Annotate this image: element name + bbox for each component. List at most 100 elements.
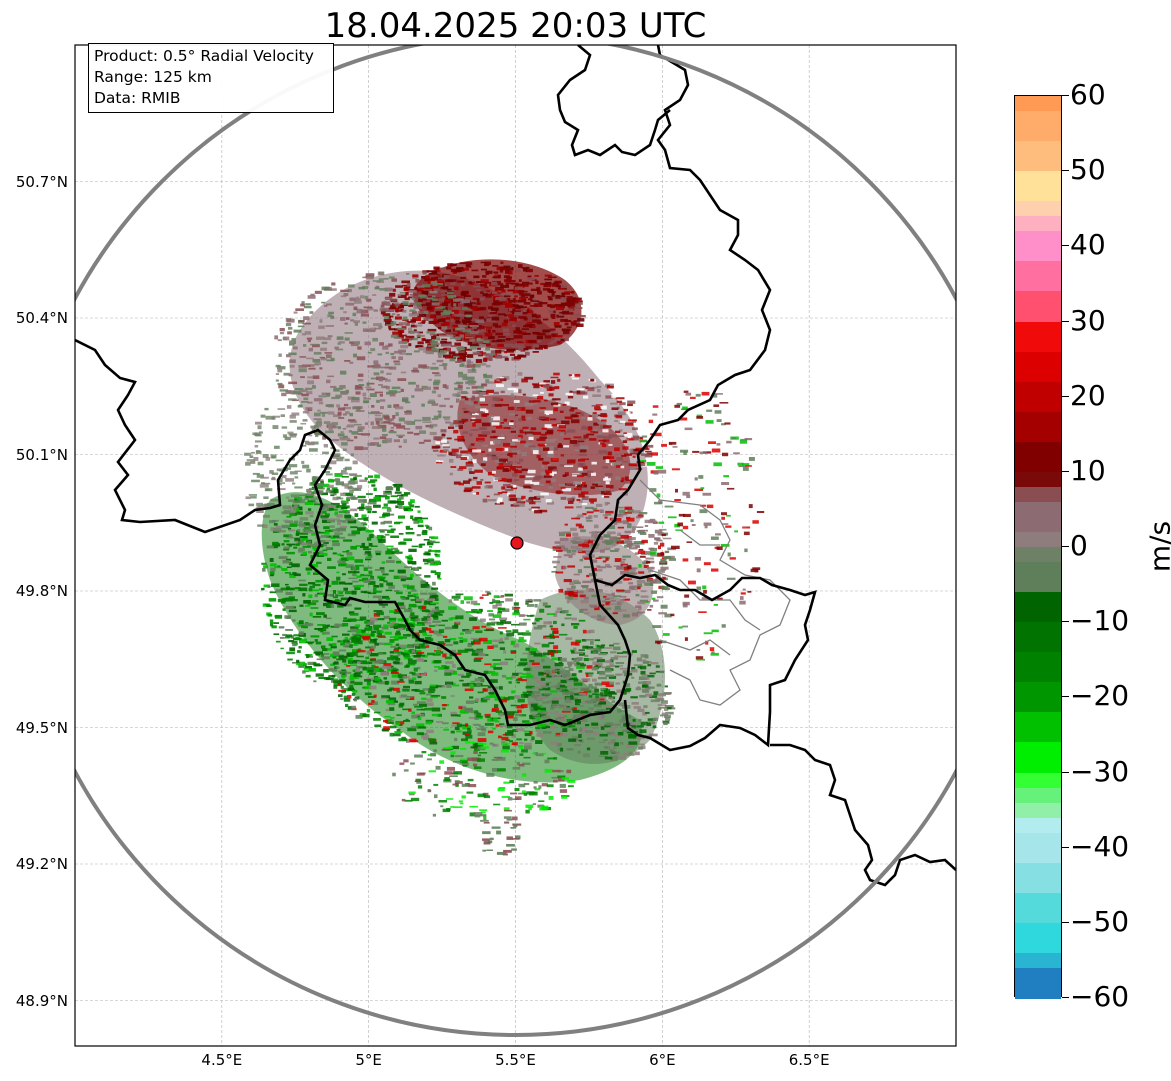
colorbar-segment	[1015, 201, 1061, 217]
colorbar-segment	[1015, 216, 1061, 232]
echo-cluster	[482, 818, 522, 856]
lat-tick-label: 50.4°N	[15, 309, 68, 327]
colorbar-tick-mark	[1062, 470, 1069, 472]
colorbar-tick-label: 50	[1070, 153, 1106, 187]
map-title: 18.04.2025 20:03 UTC	[324, 6, 707, 46]
colorbar-tick-mark	[1062, 621, 1069, 623]
colorbar-segment	[1015, 501, 1061, 533]
colorbar-segment	[1015, 231, 1061, 262]
colorbar-tick-mark	[1062, 771, 1069, 773]
colorbar-segment	[1015, 952, 1061, 969]
colorbar-segment	[1015, 772, 1061, 789]
colorbar-segment	[1015, 171, 1061, 202]
radar-site-marker	[510, 536, 524, 550]
lat-tick-label: 50.1°N	[15, 445, 68, 464]
product-label: Product: 0.5° Radial Velocity	[94, 47, 314, 65]
colorbar-segment	[1015, 622, 1061, 653]
colorbar-tick-label: 30	[1070, 303, 1106, 337]
country-borders	[75, 45, 956, 887]
lat-tick-label: 49.8°N	[15, 582, 68, 600]
colorbar-segment	[1015, 652, 1061, 683]
lon-tick-label: 6°E	[649, 1051, 676, 1069]
echo-cluster	[392, 740, 576, 822]
colorbar-tick-mark	[1062, 997, 1069, 998]
colorbar-tick-mark	[1062, 95, 1069, 96]
colorbar-segment	[1015, 111, 1061, 142]
echo-cluster	[331, 590, 617, 751]
colorbar-segment	[1015, 291, 1061, 323]
range-label: Range: 125 km	[94, 68, 212, 86]
echo-cluster	[431, 372, 655, 514]
colorbar-tick-label: 20	[1070, 378, 1106, 412]
colorbar-segment	[1015, 592, 1061, 623]
echo-cluster	[274, 271, 496, 451]
colorbar-tick-label: 40	[1070, 228, 1106, 262]
colorbar-segment	[1015, 96, 1061, 112]
admin-borders	[639, 479, 791, 706]
colorbar-segment	[1015, 471, 1061, 488]
echo-cluster	[622, 390, 765, 661]
colorbar-segment	[1015, 547, 1061, 563]
colorbar-segment	[1015, 712, 1061, 744]
colorbar-segment	[1015, 787, 1061, 804]
colorbar-segment	[1015, 802, 1061, 819]
colorbar-segment	[1015, 862, 1061, 894]
colorbar-tick-mark	[1062, 320, 1069, 322]
colorbar-segment	[1015, 441, 1061, 473]
border-fr-be	[75, 45, 772, 727]
colorbar-unit-label: m/s	[1143, 520, 1171, 573]
colorbar-segment	[1015, 922, 1061, 954]
colorbar-tick-label: −30	[1070, 754, 1130, 788]
colorbar-segment	[1015, 351, 1061, 383]
colorbar-segment	[1015, 411, 1061, 443]
colorbar-segment	[1015, 141, 1061, 172]
colorbar-segment	[1015, 321, 1061, 353]
echo-area	[555, 536, 654, 625]
echo-cluster	[380, 261, 586, 363]
colorbar-tick-label: 60	[1070, 78, 1106, 111]
product-info-box: Product: 0.5° Radial Velocity Range: 125…	[88, 43, 334, 113]
colorbar-tick-mark	[1062, 245, 1069, 247]
lon-tick-label: 5°E	[355, 1051, 382, 1069]
colorbar-tick-mark	[1062, 846, 1069, 848]
colorbar-tick-mark	[1062, 395, 1069, 397]
colorbar-segment	[1015, 682, 1061, 713]
colorbar-segment	[1015, 832, 1061, 864]
echo-cluster	[261, 473, 442, 692]
velocity-colorbar	[1014, 95, 1062, 999]
lon-tick-label: 5.5°E	[495, 1051, 536, 1069]
border-lu-de	[594, 573, 956, 887]
range-ring	[75, 45, 956, 1037]
colorbar-segment	[1015, 562, 1061, 593]
data-source-label: Data: RMIB	[94, 89, 181, 107]
map-frame	[74, 44, 957, 1047]
colorbar-tick-label: 10	[1070, 453, 1106, 487]
colorbar-tick-label: −10	[1070, 604, 1130, 638]
colorbar-tick-mark	[1062, 696, 1069, 698]
colorbar-tick-label: −40	[1070, 829, 1130, 863]
colorbar-segment	[1015, 742, 1061, 774]
colorbar-segment	[1015, 381, 1061, 413]
border-north	[556, 45, 671, 157]
colorbar-segment	[1015, 531, 1061, 548]
colorbar-tick-label: −60	[1070, 980, 1130, 1013]
lat-tick-label: 49.5°N	[15, 718, 68, 737]
colorbar-segment	[1015, 967, 1061, 999]
colorbar-tick-label: −50	[1070, 904, 1130, 938]
lon-tick-label: 6.5°E	[788, 1051, 830, 1069]
lon-tick-label: 4.5°E	[201, 1051, 243, 1069]
colorbar-tick-mark	[1062, 546, 1069, 547]
colorbar-tick-mark	[1062, 170, 1069, 172]
lat-tick-label: 48.9°N	[15, 991, 68, 1010]
colorbar-segment	[1015, 892, 1061, 924]
colorbar-tick-label: 0	[1070, 529, 1088, 562]
colorbar-segment	[1015, 486, 1061, 503]
colorbar-tick-mark	[1062, 921, 1069, 923]
colorbar-segment	[1015, 261, 1061, 293]
velocity-echoes	[244, 259, 765, 856]
echo-cluster	[244, 390, 367, 553]
lat-tick-label: 49.2°N	[15, 855, 68, 873]
lat-tick-label: 50.7°N	[15, 172, 68, 191]
colorbar-segment	[1015, 817, 1061, 834]
